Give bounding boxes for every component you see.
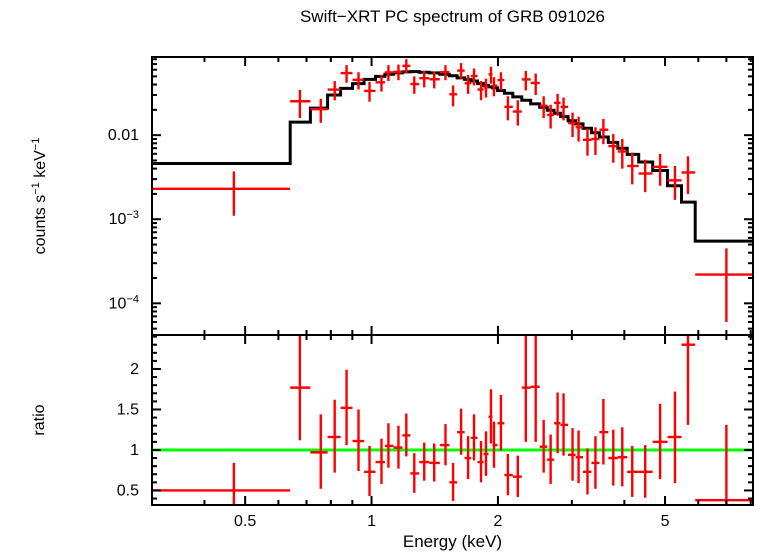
y-axis-label-counts-sup1: −1 (29, 182, 42, 195)
chart-title: Swift−XRT PC spectrum of GRB 091026 (299, 7, 606, 26)
y-tick-label: 10−3 (109, 209, 139, 228)
ratio-tick-label: 1 (130, 442, 139, 459)
x-tick-label: 1 (367, 513, 376, 530)
ratio-tick-label: 0.5 (117, 482, 139, 499)
plot-frame (151, 56, 754, 506)
x-tick-label: 0.5 (234, 513, 256, 530)
axis-tick-labels: 0.5 1 2 5 0.01 10−3 10−4 0.5 1 1.5 2 (108, 127, 670, 530)
axis-ticks (152, 57, 753, 505)
y-tick-label: 10−4 (109, 293, 139, 312)
x-tick-label: 5 (661, 513, 670, 530)
spectrum-data-series (152, 59, 753, 322)
ratio-tick-label: 1.5 (117, 401, 139, 418)
ratio-data-series (152, 335, 753, 505)
y-tick-label: 0.01 (108, 127, 139, 144)
y-axis-label-counts-sup2: −1 (29, 137, 42, 151)
y-axis-label-counts-text: counts s (32, 194, 50, 255)
x-axis-label: Energy (keV) (402, 532, 503, 551)
y-axis-label-counts: counts s−1 keV−1 (30, 138, 50, 255)
y-axis-label-counts-text2: keV (32, 150, 50, 183)
ratio-tick-label: 2 (130, 361, 139, 378)
y-axis-label-ratio: ratio (31, 404, 48, 436)
x-tick-label: 2 (493, 513, 502, 530)
